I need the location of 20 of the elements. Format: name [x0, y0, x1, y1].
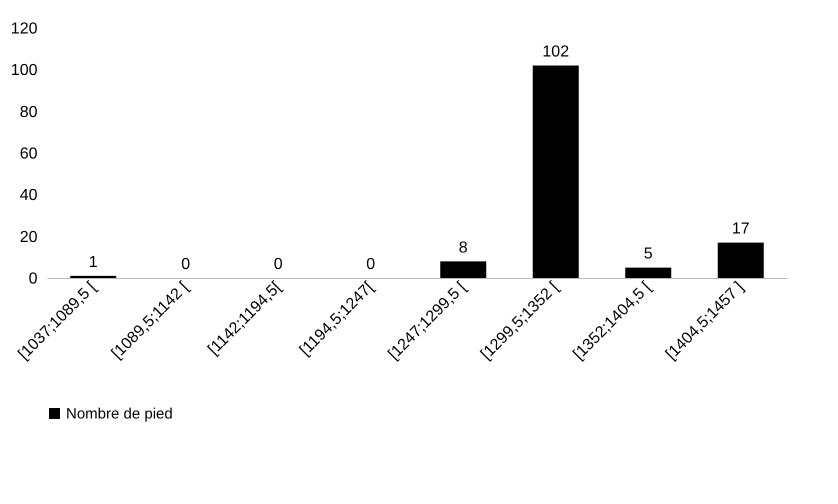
data-label: 102	[542, 44, 570, 60]
y-tick-label: 20	[20, 228, 38, 246]
data-label: 0	[366, 256, 376, 273]
y-tick-label: 60	[20, 146, 38, 162]
y-tick-label: 40	[20, 187, 38, 204]
y-tick-label: 100	[10, 62, 38, 80]
legend-label: Nombre de pied	[66, 406, 173, 422]
data-label: 5	[644, 246, 653, 263]
bar	[532, 66, 579, 278]
data-label: 0	[181, 256, 190, 273]
y-tick-label: 0	[28, 270, 38, 288]
bar	[718, 242, 764, 278]
bar	[625, 268, 672, 278]
y-tick-label: 80	[20, 104, 38, 121]
data-label: 8	[458, 239, 468, 256]
data-label: 17	[732, 220, 750, 238]
data-label: 1	[88, 254, 98, 271]
bar	[440, 261, 486, 278]
data-label: 0	[274, 256, 283, 273]
y-tick-label: 120	[10, 20, 38, 38]
